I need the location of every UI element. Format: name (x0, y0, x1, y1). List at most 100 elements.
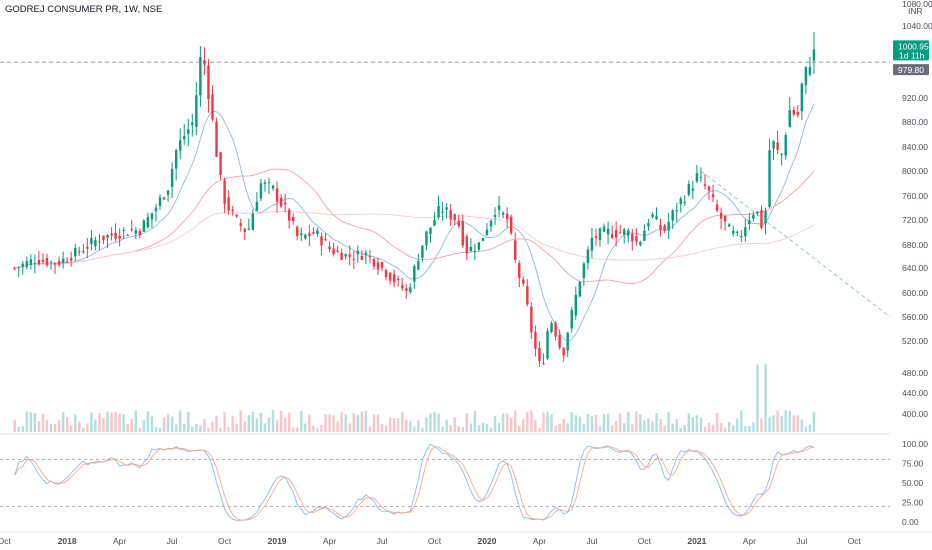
volume-bar (98, 413, 101, 432)
volume-bar (417, 420, 420, 432)
candle-body (364, 252, 368, 255)
time-axis-label: Oct (218, 536, 232, 546)
volume-bar (481, 422, 485, 432)
candle-body (574, 294, 577, 316)
volume-bar (162, 417, 166, 432)
candle-body (461, 221, 464, 246)
candle-body (114, 232, 117, 239)
volume-bar (110, 412, 113, 432)
volume-bar (405, 419, 408, 432)
volume-bar (655, 413, 658, 432)
ma-slow-line (14, 168, 815, 284)
volume-bar (788, 410, 791, 432)
candle-body (267, 182, 271, 184)
candle-body (53, 263, 57, 265)
candle-body (546, 331, 549, 359)
candle-body (752, 214, 755, 219)
volume-bar (683, 424, 686, 432)
candle-body (235, 214, 238, 217)
volume-bar (344, 414, 347, 432)
candle-body (45, 258, 49, 266)
candle-body (784, 135, 787, 156)
candle-body (643, 230, 646, 241)
price-tick-label: 600.00 (902, 288, 928, 298)
volume-bar (292, 427, 295, 432)
candle-body (316, 230, 319, 235)
volume-bar (522, 419, 525, 432)
volume-bar (740, 410, 743, 432)
price-tick-label: 560.00 (902, 312, 928, 322)
time-axis-label: Jul (167, 536, 178, 546)
volume-bar (122, 414, 125, 432)
candle-body (594, 236, 598, 239)
volume-bar (558, 423, 561, 432)
volume-bar (732, 425, 735, 432)
volume-bar (703, 426, 707, 432)
volume-bar (618, 413, 622, 432)
volume-bar (772, 415, 775, 432)
candle-body (251, 213, 255, 230)
price-tick-label: 440.00 (902, 388, 928, 398)
candle-body (65, 261, 69, 263)
candle-body (37, 260, 41, 265)
volume-bar (631, 424, 634, 432)
candle-body (578, 281, 582, 297)
time-axis-label: Jul (586, 536, 597, 546)
volume-bar (203, 418, 206, 432)
time-axis-label: 2019 (268, 536, 287, 546)
candle-body (631, 233, 634, 242)
candle-body (772, 141, 775, 149)
volume-bar (219, 427, 222, 432)
candle-body (283, 202, 287, 205)
volume-bar (126, 423, 129, 432)
candle-body (542, 363, 545, 365)
candle-body (651, 214, 654, 217)
candle-body (780, 154, 783, 156)
volume-bar (752, 422, 755, 432)
candle-body (279, 197, 283, 207)
volume-bar (158, 427, 162, 432)
volume-bar (449, 425, 452, 432)
candle-body (178, 140, 182, 151)
candle-body (324, 239, 327, 241)
candle-body (328, 246, 331, 250)
candle-body (384, 270, 388, 277)
volume-bar (146, 411, 150, 432)
candle-body (659, 224, 662, 230)
volume-bar (441, 426, 444, 432)
candle-body (627, 230, 630, 236)
volume-bar (679, 427, 682, 432)
volume-bar (509, 417, 513, 432)
volume-bar (251, 411, 255, 432)
candle-body (94, 240, 97, 247)
candle-body (292, 216, 295, 222)
volume-bar (283, 417, 287, 432)
candle-body (760, 210, 763, 228)
candle-body (808, 67, 812, 75)
candle-body (610, 234, 614, 238)
candle-body (732, 230, 735, 234)
candle-body (142, 220, 146, 232)
candle-body (497, 205, 501, 210)
candle-body (711, 194, 715, 198)
candle-body (376, 262, 380, 270)
volume-bar (409, 421, 412, 432)
candle-body (304, 234, 307, 239)
candle-body (405, 288, 408, 291)
volume-bar (736, 418, 739, 432)
candle-body (614, 230, 618, 238)
volume-bar (384, 425, 388, 432)
candle-body (566, 332, 569, 351)
volume-bar (469, 423, 473, 432)
candle-body (800, 83, 804, 112)
countdown-label: 1d 11h (899, 50, 925, 60)
volume-bar (170, 416, 174, 432)
candle-body (183, 136, 186, 140)
volume-bar (114, 411, 117, 432)
volume-bar (643, 420, 646, 432)
candle-body (493, 214, 497, 217)
candle-body (792, 110, 795, 115)
oscillator-tick-label: 75.00 (902, 459, 924, 469)
candle-body (425, 231, 428, 246)
